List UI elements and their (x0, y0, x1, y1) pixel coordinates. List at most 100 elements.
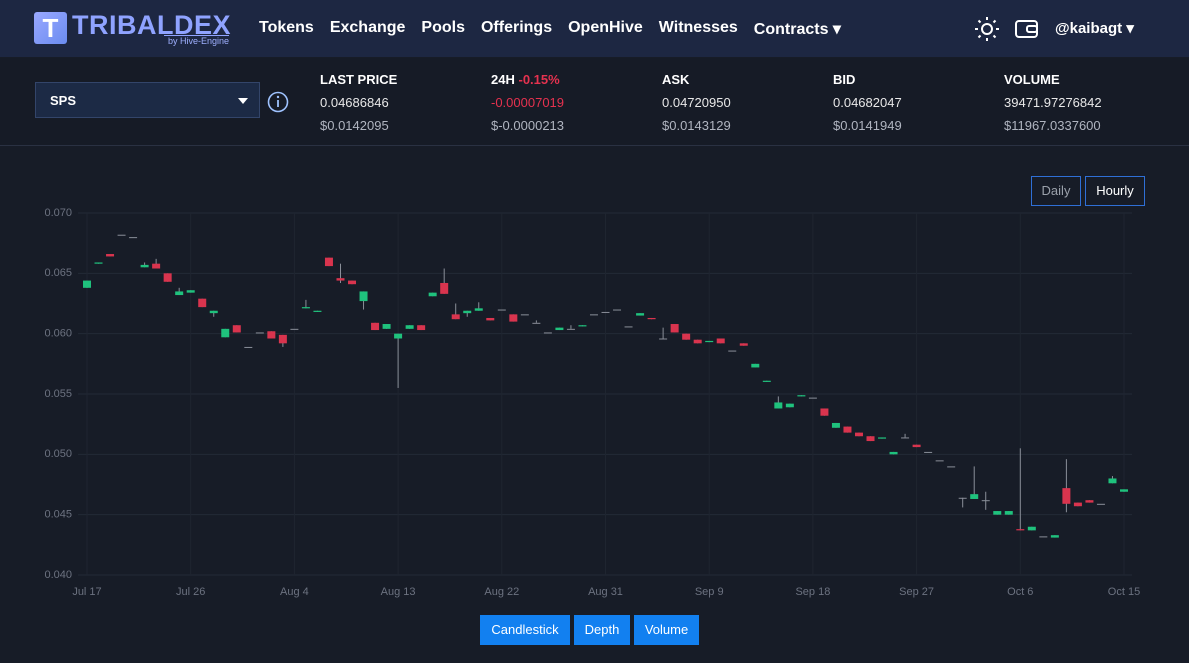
token-name: SPS (50, 93, 77, 108)
x-tick-label: Jul 17 (72, 586, 101, 598)
stat-usd: $0.0143129 (662, 118, 731, 133)
stat-value: 0.04682047 (833, 95, 902, 110)
candle-body (1108, 478, 1117, 484)
candle-body (451, 314, 460, 320)
menu-item[interactable]: Contracts ▾ (753, 21, 841, 38)
chart: 0.040 0.045 0.050 0.055 0.060 0.065 0.070 Jul 1… (44, 207, 1140, 598)
candle-body (198, 298, 207, 308)
candle-body (163, 273, 172, 282)
candle-body (1096, 503, 1105, 505)
candle-body (129, 237, 138, 239)
x-tick-label: Aug 13 (381, 586, 416, 598)
candle-body (716, 338, 725, 344)
candle-body (624, 326, 633, 328)
info-icon[interactable] (267, 91, 291, 115)
x-tick-label: Sep 27 (899, 586, 934, 598)
candle-body (209, 310, 218, 314)
candle-body (670, 324, 679, 333)
y-tick-label: 0.045 (44, 509, 72, 521)
candle-body (1016, 529, 1025, 531)
candle-body (486, 317, 495, 321)
candle-body (774, 402, 783, 409)
candle-body (958, 497, 967, 499)
menu-item[interactable]: Witnesses (658, 19, 738, 36)
stat: 24H -0.15% -0.00007019 $-0.0000213 (491, 72, 564, 133)
candle-body (589, 314, 598, 316)
candle-body (889, 451, 898, 455)
candle-body (394, 333, 403, 339)
x-tick-label: Sep 18 (795, 586, 830, 598)
candle-body (140, 264, 149, 268)
candle-body (520, 314, 529, 316)
candle-body (566, 328, 575, 330)
stat-usd: $11967.0337600 (1004, 118, 1101, 133)
logo[interactable]: T TRIBALDEX by Hive-Engine (34, 10, 234, 46)
candle-body (417, 325, 426, 331)
candle-body (762, 380, 771, 382)
candle-body (935, 460, 944, 462)
candle-body (152, 263, 161, 269)
candle-body (751, 363, 760, 368)
user-menu[interactable]: @kaibagt ▾ (1055, 20, 1134, 37)
candle-body (693, 339, 702, 344)
theme-toggle[interactable] (975, 17, 999, 41)
stat: ASK 0.04720950 $0.0143129 (662, 72, 731, 133)
view-button[interactable]: Volume (634, 615, 699, 645)
menu-item[interactable]: Pools (421, 19, 465, 36)
stat-label-row: 24H -0.15% (491, 72, 564, 87)
candle-body (647, 317, 656, 320)
stat-value: 0.04686846 (320, 95, 389, 110)
interval-button[interactable]: Hourly (1085, 176, 1145, 206)
y-tick-label: 0.070 (44, 207, 72, 219)
view-button[interactable]: Depth (574, 615, 630, 645)
candle-body (1050, 535, 1059, 538)
candle-body (405, 325, 414, 329)
candle-body (912, 444, 921, 448)
candle-body (532, 322, 541, 324)
candle-body (313, 310, 322, 312)
interval-button[interactable]: Daily (1031, 176, 1081, 206)
x-tick-label: Oct 6 (1007, 586, 1033, 598)
candle-body (1073, 502, 1082, 507)
stat: BID 0.04682047 $0.0141949 (833, 72, 902, 133)
candle-body (509, 314, 518, 322)
stat-usd: $-0.0000213 (491, 118, 565, 133)
candle-body (785, 403, 794, 408)
candle-body (1120, 489, 1128, 492)
candle-body (117, 234, 126, 236)
menu-item[interactable]: Exchange (329, 19, 406, 36)
candle-body (705, 340, 714, 343)
stat-usd: $0.0142095 (320, 118, 389, 133)
candle-body (854, 432, 863, 437)
candle-body (497, 309, 506, 311)
candle-body (83, 280, 91, 288)
candle-body (636, 313, 645, 316)
candle-body (981, 500, 990, 502)
view-button[interactable]: Candlestick (480, 615, 570, 645)
candle-body (1004, 511, 1013, 515)
stat-value: -0.00007019 (491, 95, 565, 110)
candle-body (901, 437, 910, 439)
menu-item[interactable]: OpenHive (568, 19, 643, 36)
y-tick-label: 0.055 (44, 388, 72, 400)
token-select[interactable]: SPS (35, 82, 260, 118)
candle-body (820, 408, 829, 416)
candle-body (382, 324, 391, 329)
candle-body (244, 346, 253, 348)
stat-label: BID (833, 72, 856, 87)
candle-body (106, 254, 115, 257)
candle-body (797, 395, 806, 397)
wallet-icon[interactable] (1015, 20, 1038, 38)
caret (238, 98, 248, 104)
menu-label: Contracts (753, 21, 829, 38)
candle-body (1027, 526, 1036, 531)
stat-usd: $0.0141949 (833, 118, 902, 133)
menu-item[interactable]: Offerings (480, 19, 553, 36)
nav-icons (975, 17, 1038, 41)
candle-body (578, 325, 587, 327)
username: @kaibagt (1055, 20, 1123, 37)
stat-change: -0.15% (518, 72, 560, 87)
menu-item[interactable]: Tokens (259, 19, 314, 36)
stat-label: VOLUME (1004, 72, 1060, 87)
